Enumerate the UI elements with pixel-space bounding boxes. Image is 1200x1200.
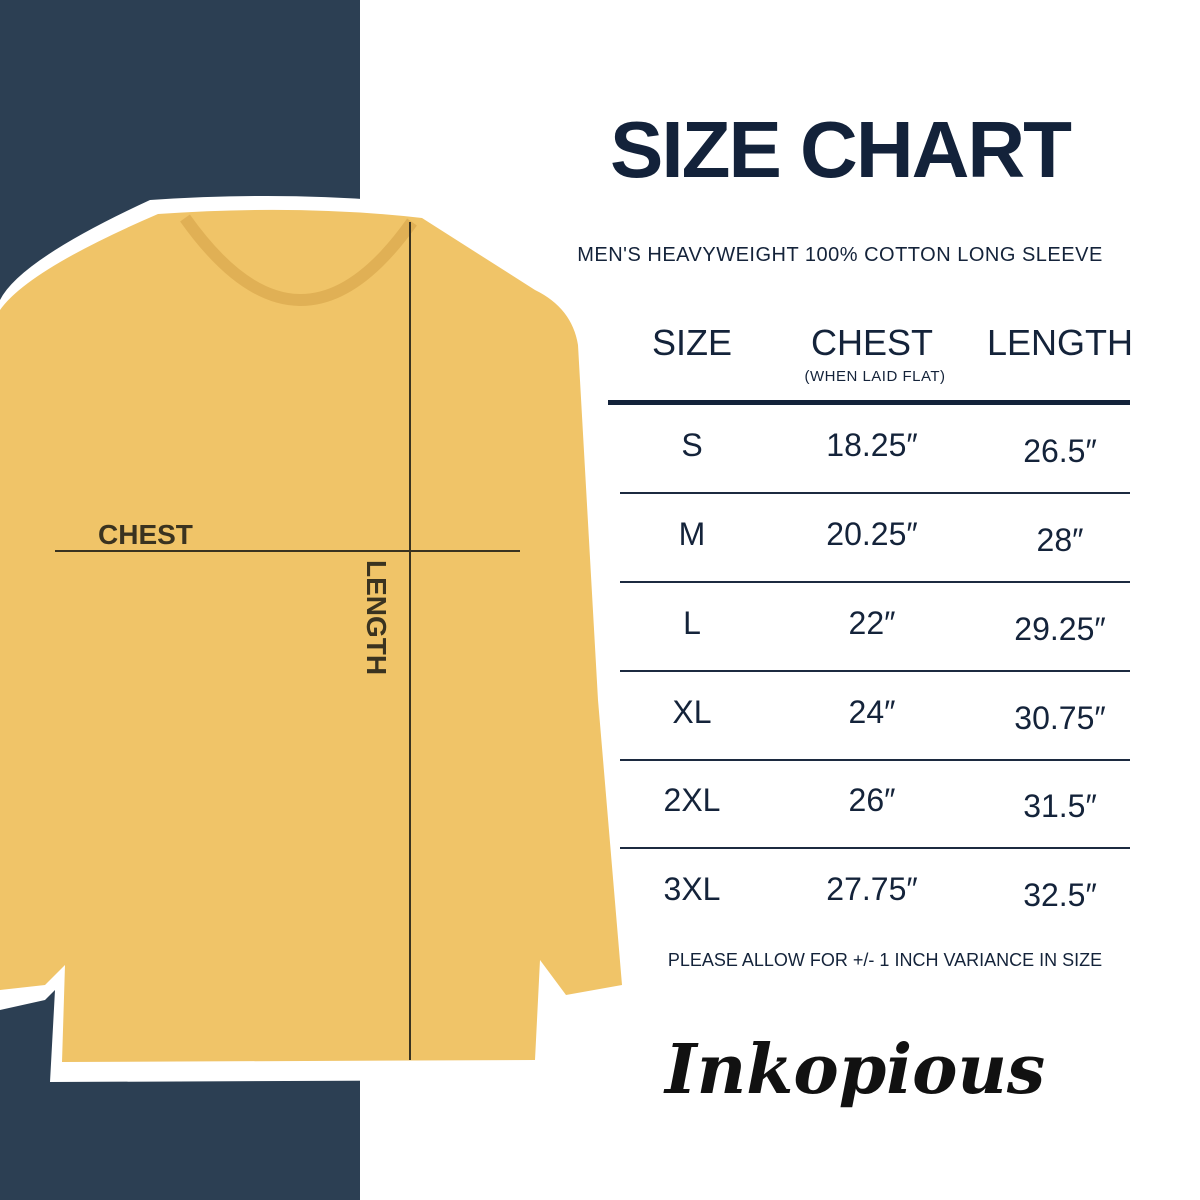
length-cell: 30.75″	[1014, 700, 1106, 736]
chest-cell: 22″	[848, 605, 896, 641]
size-cell: 2XL	[663, 782, 721, 818]
shirt-body	[0, 209, 622, 1063]
row-divider	[620, 759, 1130, 761]
row-divider	[620, 581, 1130, 583]
size-cell: M	[678, 516, 706, 552]
header-chest: CHEST	[810, 322, 933, 363]
variance-note: PLEASE ALLOW FOR +/- 1 INCH VARIANCE IN …	[667, 950, 1103, 970]
chest-note: (WHEN LAID FLAT)	[804, 368, 946, 385]
length-label: LENGTH	[361, 560, 392, 676]
length-cell: 31.5″	[1023, 788, 1097, 824]
chest-label: CHEST	[98, 519, 193, 550]
row-divider	[620, 492, 1130, 494]
length-cell: 29.25″	[1014, 611, 1106, 647]
size-cell: XL	[672, 694, 712, 730]
size-cell: L	[683, 605, 701, 641]
length-cell: 28″	[1036, 522, 1084, 558]
chest-cell: 27.75″	[826, 871, 918, 907]
row-divider	[620, 670, 1130, 672]
header-size: SIZE	[651, 322, 732, 363]
chest-cell: 26″	[848, 782, 896, 818]
length-cell: 32.5″	[1023, 877, 1097, 913]
page-title: SIZE CHART	[610, 105, 1072, 194]
brand-logo: Inkopious	[665, 1030, 1046, 1110]
length-cell: 26.5″	[1023, 433, 1097, 469]
shirt-collar	[180, 214, 417, 306]
chest-cell: 20.25″	[826, 516, 918, 552]
size-cell: S	[681, 427, 703, 463]
size-cell: 3XL	[663, 871, 721, 907]
header-length: LENGTH	[986, 322, 1134, 363]
chest-cell: 18.25″	[826, 427, 918, 463]
chest-cell: 24″	[848, 694, 896, 730]
row-divider	[620, 847, 1130, 849]
header-divider	[608, 400, 1130, 405]
subtitle: MEN'S HEAVYWEIGHT 100% COTTON LONG SLEEV…	[577, 244, 1103, 266]
shirt-illustration	[0, 209, 622, 1063]
